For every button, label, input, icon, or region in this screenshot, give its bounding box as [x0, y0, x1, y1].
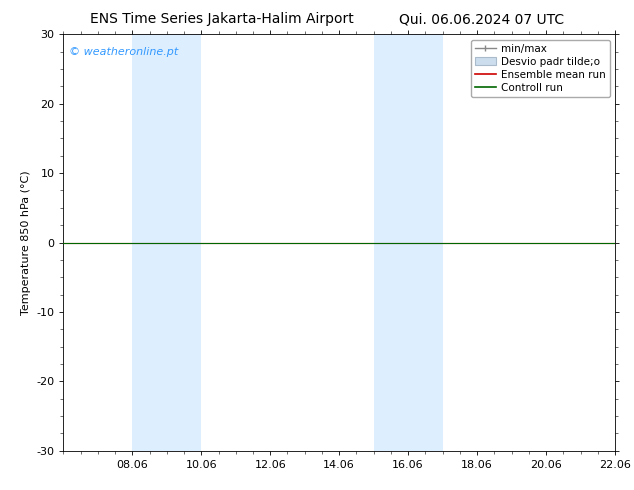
Y-axis label: Temperature 850 hPa (°C): Temperature 850 hPa (°C) [21, 170, 30, 315]
Text: ENS Time Series Jakarta-Halim Airport: ENS Time Series Jakarta-Halim Airport [90, 12, 354, 26]
Text: © weatheronline.pt: © weatheronline.pt [69, 47, 178, 57]
Bar [373, 34, 443, 451]
Legend: min/max, Desvio padr tilde;o, Ensemble mean run, Controll run: min/max, Desvio padr tilde;o, Ensemble m… [470, 40, 610, 97]
Bar [133, 34, 202, 451]
Text: Qui. 06.06.2024 07 UTC: Qui. 06.06.2024 07 UTC [399, 12, 564, 26]
